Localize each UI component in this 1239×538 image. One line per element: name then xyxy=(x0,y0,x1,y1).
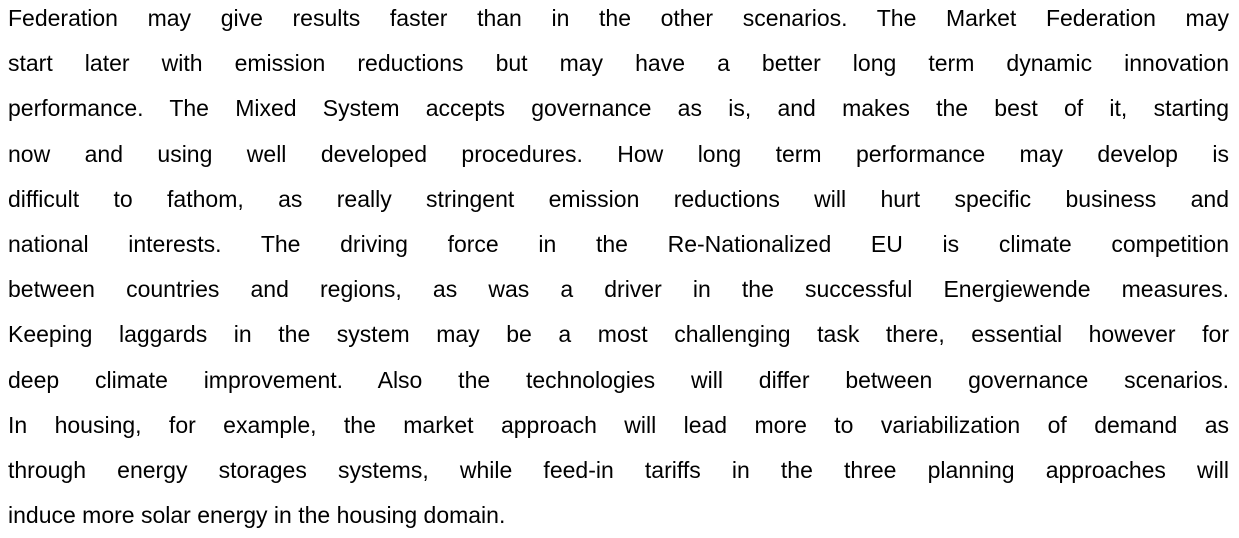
text-line: national interests. The driving force in… xyxy=(8,231,1229,257)
text-line: Keeping laggards in the system may be a … xyxy=(8,321,1229,348)
text-line: through energy storages systems, while f… xyxy=(8,457,1229,483)
text-line: induce more solar energy in the housing … xyxy=(8,502,506,529)
text-line: Federation may give results faster than … xyxy=(8,5,1229,31)
text-line: between countries and regions, as was a … xyxy=(8,276,1229,303)
text-line: performance. The Mixed System accepts go… xyxy=(8,95,1229,122)
text-line: difficult to fathom, as really stringent… xyxy=(8,185,1229,212)
text-line: In housing, for example, the market appr… xyxy=(8,411,1229,438)
text-line: start later with emission reductions but… xyxy=(8,50,1229,77)
text-line: now and using well developed procedures.… xyxy=(8,140,1229,167)
text-line: deep climate improvement. Also the techn… xyxy=(8,366,1229,393)
